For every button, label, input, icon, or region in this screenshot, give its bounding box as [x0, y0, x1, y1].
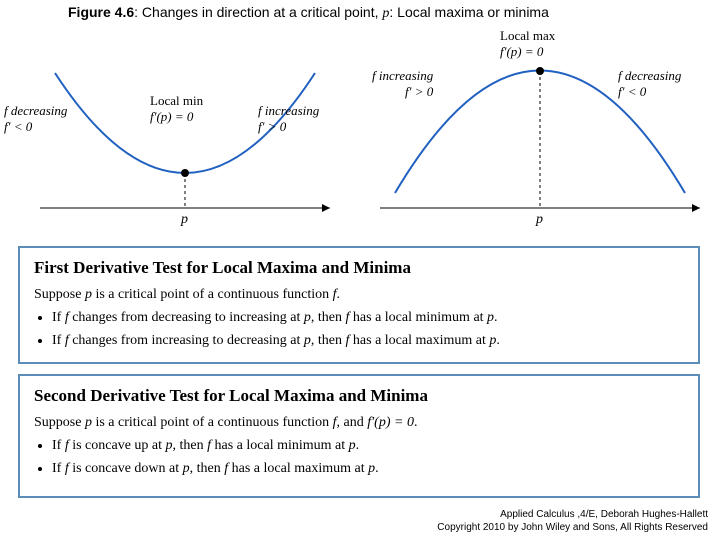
right-max-label: Local max f′(p) = 0 — [500, 28, 555, 59]
box2-item-1: If f is concave up at p, then f has a lo… — [52, 435, 684, 456]
box2-item-2: If f is concave down at p, then f has a … — [52, 458, 684, 479]
right-inc-label: f increasing f′ > 0 — [372, 68, 433, 99]
right-graph — [360, 28, 720, 238]
box1-item-2: If f changes from increasing to decreasi… — [52, 330, 684, 351]
box1-item-1: If f changes from decreasing to increasi… — [52, 307, 684, 328]
left-inc-label: f increasing f′ > 0 — [258, 103, 319, 134]
figure-label: Figure 4.6 — [68, 4, 134, 20]
left-p-label: p — [181, 212, 188, 228]
footer: Applied Calculus ,4/E, Deborah Hughes-Ha… — [437, 508, 708, 534]
footer-line-2: Copyright 2010 by John Wiley and Sons, A… — [437, 521, 708, 534]
second-derivative-box: Second Derivative Test for Local Maxima … — [18, 374, 700, 498]
footer-line-1: Applied Calculus ,4/E, Deborah Hughes-Ha… — [437, 508, 708, 521]
box1-title: First Derivative Test for Local Maxima a… — [34, 258, 684, 278]
first-derivative-box: First Derivative Test for Local Maxima a… — [18, 246, 700, 364]
graph-area: f decreasing f′ < 0 Local min f′(p) = 0 … — [0, 28, 720, 238]
box2-title: Second Derivative Test for Local Maxima … — [34, 386, 684, 406]
figure-title: Figure 4.6: Changes in direction at a cr… — [68, 4, 549, 22]
left-dec-label: f decreasing f′ < 0 — [4, 103, 67, 134]
figure-caption-b: : Local maxima or minima — [389, 4, 549, 20]
right-p-label: p — [536, 212, 543, 228]
figure-caption-a: : Changes in direction at a critical poi… — [134, 4, 382, 20]
box2-body: Suppose p is a critical point of a conti… — [34, 412, 684, 479]
left-min-label: Local min f′(p) = 0 — [150, 93, 203, 124]
right-dec-label: f decreasing f′ < 0 — [618, 68, 681, 99]
box1-body: Suppose p is a critical point of a conti… — [34, 284, 684, 351]
